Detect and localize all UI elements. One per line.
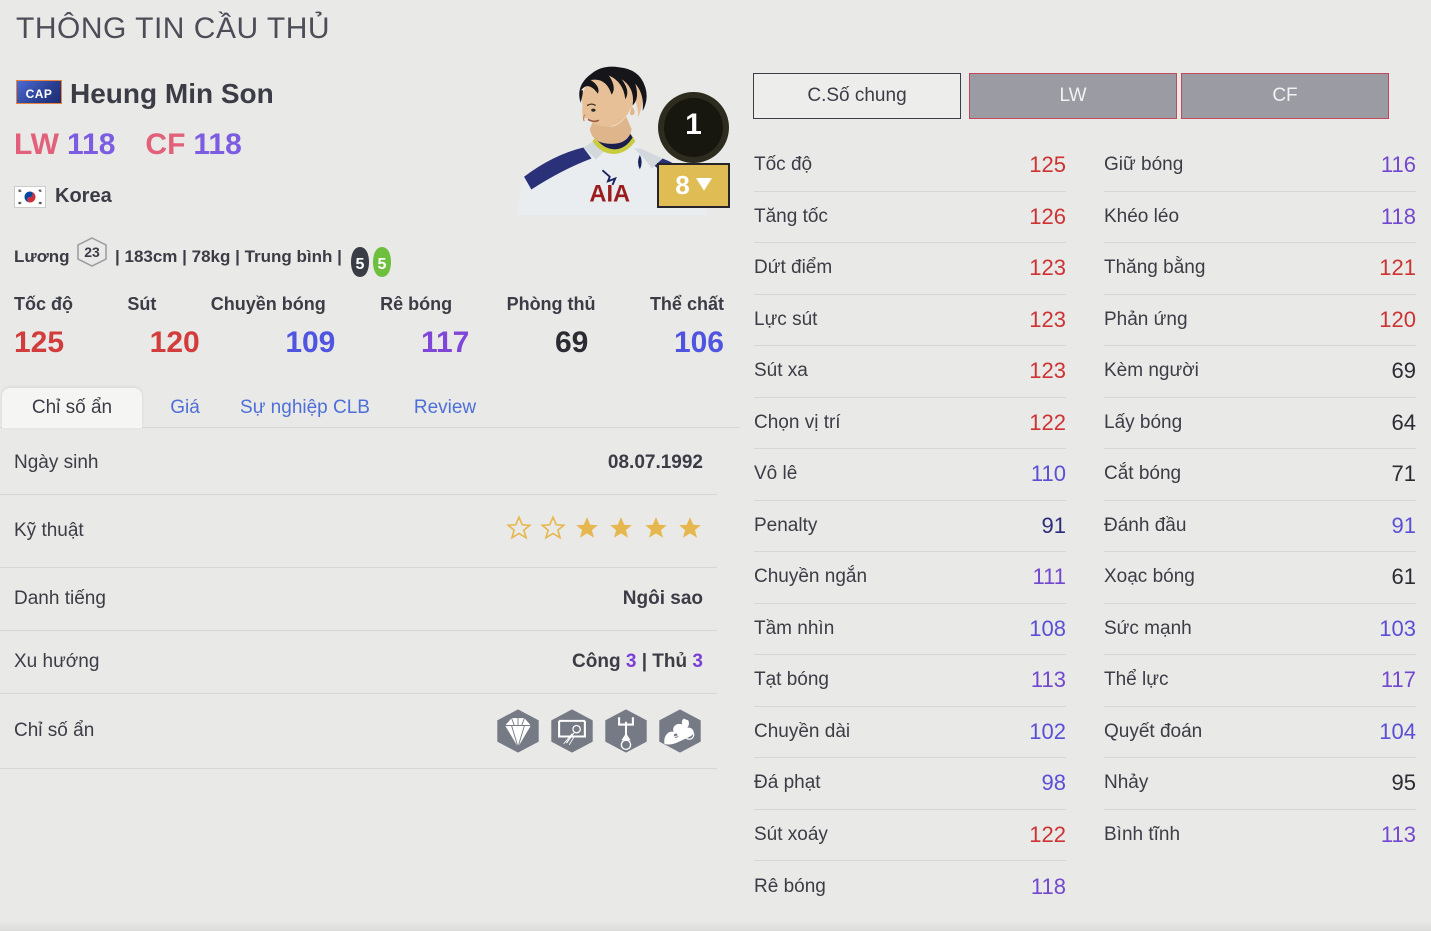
svg-text:AIA: AIA — [589, 181, 630, 207]
svg-text:5: 5 — [377, 256, 386, 273]
svg-text:23: 23 — [84, 244, 100, 260]
svg-text:5: 5 — [355, 256, 364, 273]
